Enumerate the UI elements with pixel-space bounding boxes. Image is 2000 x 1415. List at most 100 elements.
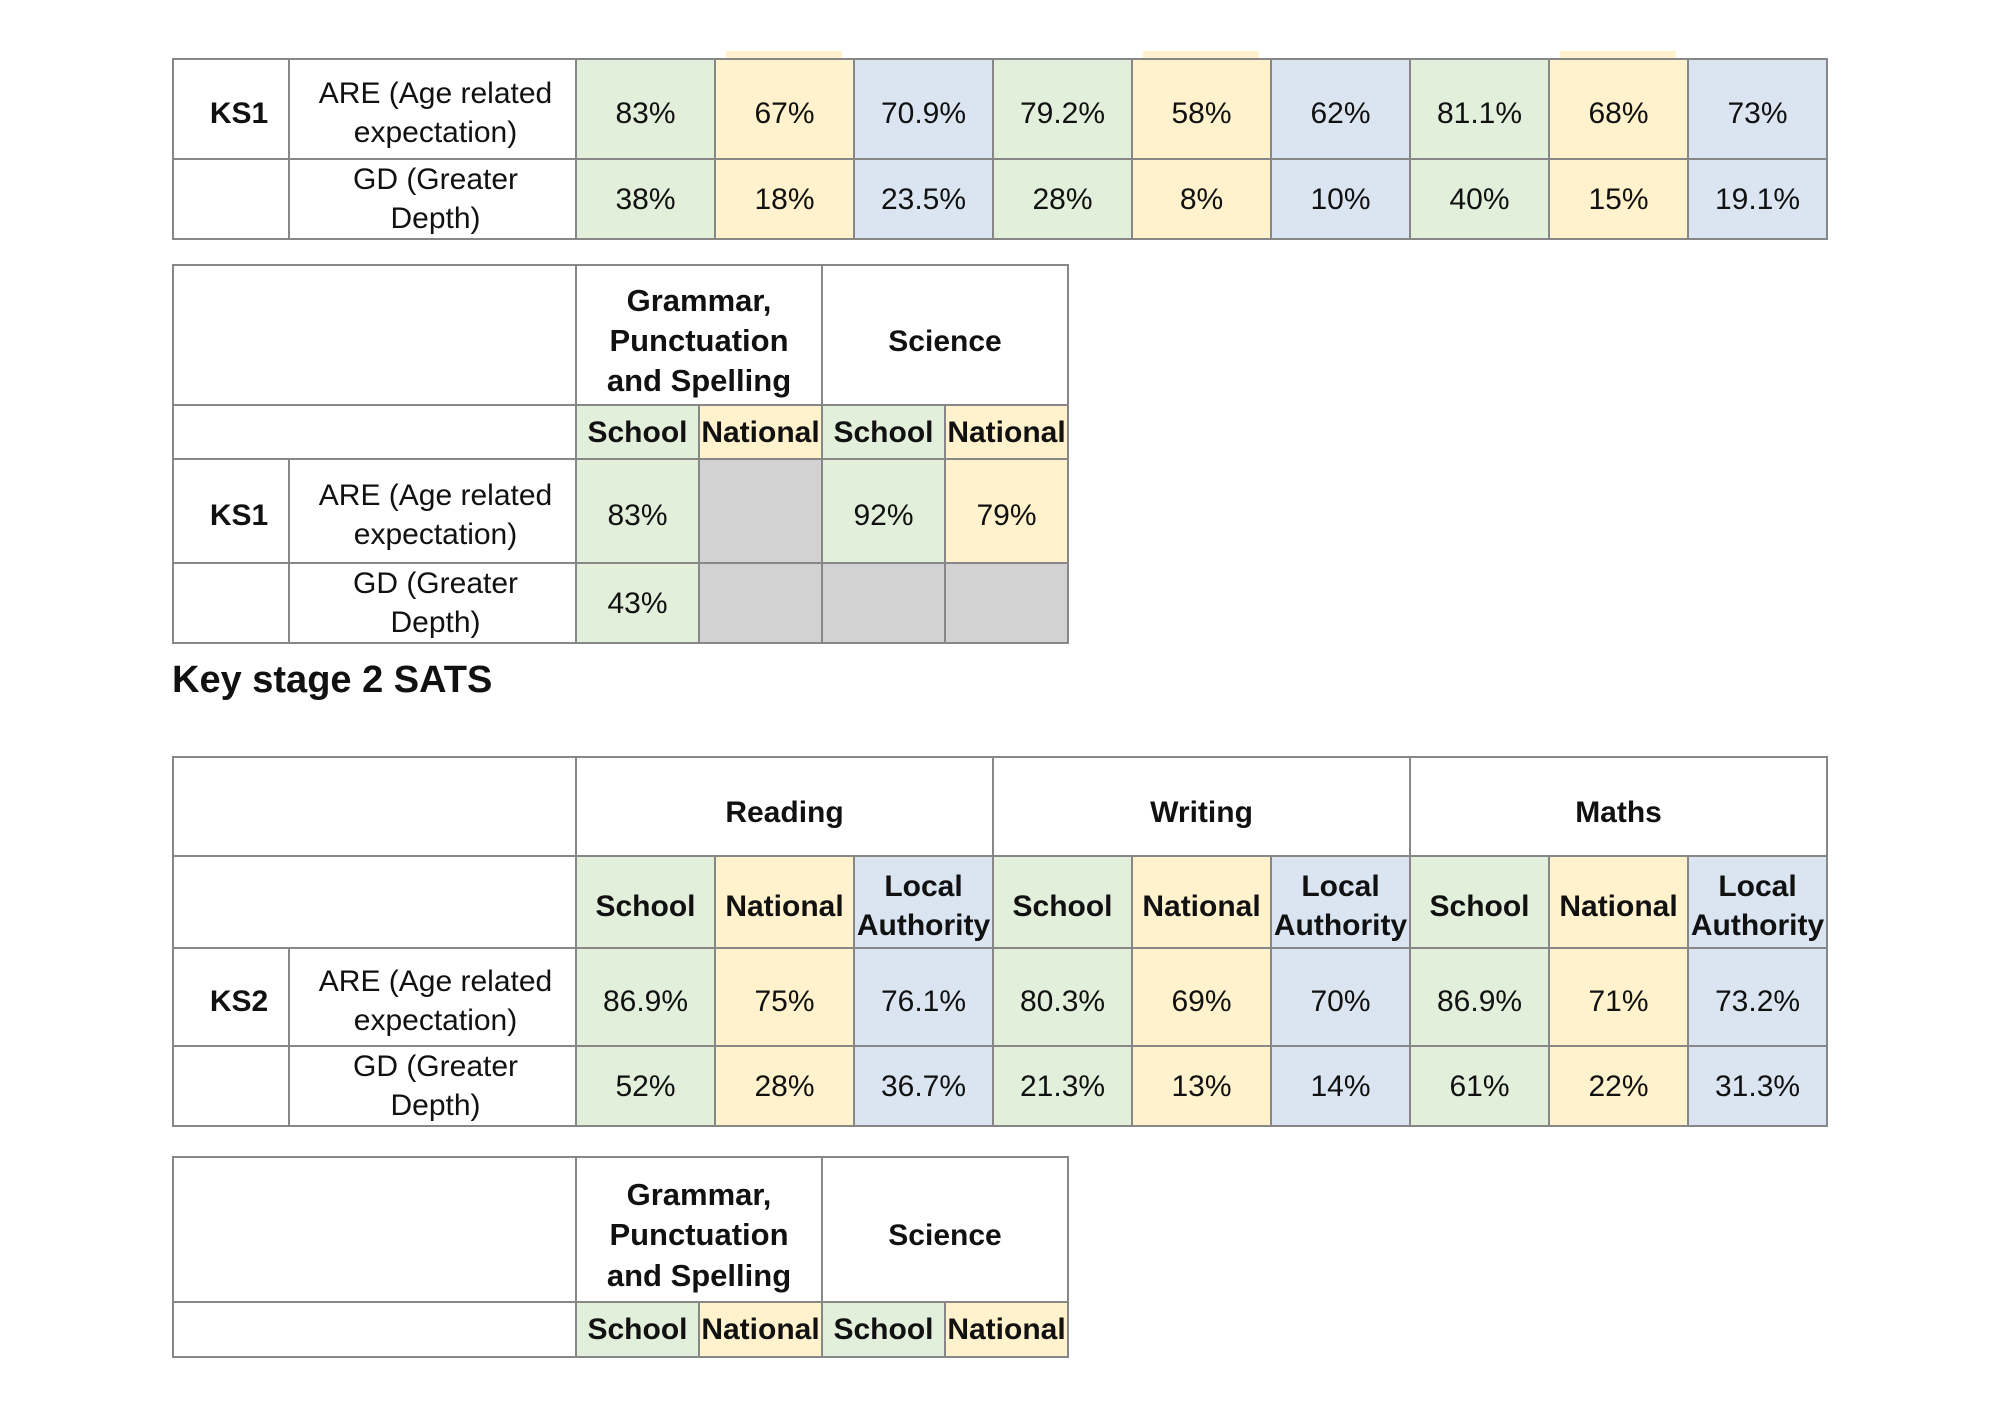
ks2-gps-science-table: Grammar, Punctuation and Spelling Scienc…: [172, 1156, 1070, 1358]
result-cell: 19.1%: [1687, 158, 1828, 240]
column-header-national: National: [943, 404, 1070, 460]
column-header-school: School: [575, 404, 700, 460]
result-cell: 38%: [575, 158, 716, 240]
result-cell: 18%: [714, 158, 855, 240]
column-header-national: National: [714, 855, 855, 949]
empty-cell: [698, 458, 823, 564]
empty-cell: [943, 562, 1070, 644]
result-cell: 69%: [1131, 947, 1273, 1047]
result-cell: 40%: [1409, 158, 1550, 240]
subject-header-maths: Maths: [1409, 756, 1829, 857]
result-cell: 70.9%: [853, 58, 994, 160]
table-row: School National Local Authority School N…: [172, 855, 1829, 949]
result-cell: 28%: [714, 1045, 855, 1127]
result-cell: 73.2%: [1687, 947, 1829, 1047]
row-label-are: ARE (Age related expectation): [288, 947, 577, 1047]
blank-cell: [172, 1301, 577, 1358]
blank-cell: [172, 1156, 577, 1303]
row-label-gd: GD (Greater Depth): [288, 1045, 577, 1127]
result-cell: 36.7%: [852, 1045, 995, 1127]
result-cell: 43%: [575, 562, 700, 644]
empty-cell: [698, 562, 823, 644]
column-header-school: School: [992, 855, 1134, 949]
column-header-school: School: [821, 1301, 946, 1358]
table-row: Grammar, Punctuation and Spelling Scienc…: [172, 264, 1070, 406]
column-header-school: School: [1409, 855, 1551, 949]
column-header-national: National: [943, 1301, 1070, 1358]
blank-cell: [172, 264, 577, 406]
result-cell: 70%: [1270, 947, 1412, 1047]
blank-cell: [172, 1045, 290, 1127]
result-cell: 81.1%: [1409, 58, 1550, 160]
result-cell: 92%: [821, 458, 946, 564]
cropped-cell-remnant: [1143, 51, 1259, 58]
table-row: KS2 ARE (Age related expectation) 86.9% …: [172, 947, 1829, 1047]
result-cell: 28%: [992, 158, 1133, 240]
result-cell: 86.9%: [1409, 947, 1551, 1047]
result-cell: 67%: [714, 58, 855, 160]
result-cell: 13%: [1131, 1045, 1273, 1127]
stage-label: KS1: [172, 458, 290, 564]
subject-header-gps: Grammar, Punctuation and Spelling: [575, 1156, 823, 1303]
result-cell: 83%: [575, 458, 700, 564]
row-label-are: ARE (Age related expectation): [288, 58, 577, 160]
subject-header-science: Science: [820, 264, 1070, 406]
table-row: GD (Greater Depth) 38% 18% 23.5% 28% 8% …: [172, 158, 1828, 240]
stage-label: KS1: [172, 58, 290, 160]
result-cell: 73%: [1687, 58, 1828, 160]
row-label-are: ARE (Age related expectation): [288, 458, 577, 564]
table-row: GD (Greater Depth) 52% 28% 36.7% 21.3% 1…: [172, 1045, 1829, 1127]
result-cell: 14%: [1270, 1045, 1412, 1127]
section-heading: Key stage 2 SATS: [172, 659, 493, 701]
table-row: GD (Greater Depth) 43%: [172, 562, 1070, 644]
result-cell: 75%: [714, 947, 855, 1047]
result-cell: 86.9%: [575, 947, 716, 1047]
result-cell: 52%: [575, 1045, 716, 1127]
column-header-local-authority: Local Authority: [1687, 855, 1829, 949]
result-cell: 15%: [1548, 158, 1689, 240]
subject-header-writing: Writing: [992, 756, 1412, 857]
table-row: KS1 ARE (Age related expectation) 83% 67…: [172, 58, 1828, 160]
empty-cell: [821, 562, 946, 644]
column-header-national: National: [698, 404, 823, 460]
column-header-national: National: [1131, 855, 1273, 949]
column-header-national: National: [1548, 855, 1690, 949]
result-cell: 8%: [1131, 158, 1272, 240]
result-cell: 76.1%: [852, 947, 995, 1047]
table-row: Reading Writing Maths: [172, 756, 1829, 857]
result-cell: 31.3%: [1687, 1045, 1829, 1127]
cropped-cell-remnant: [1560, 51, 1676, 58]
result-cell: 22%: [1548, 1045, 1690, 1127]
stage-label: KS2: [172, 947, 290, 1047]
ks1-results-table: KS1 ARE (Age related expectation) 83% 67…: [172, 58, 1828, 240]
column-header-local-authority: Local Authority: [1270, 855, 1412, 949]
row-label-gd: GD (Greater Depth): [288, 562, 577, 644]
blank-cell: [172, 404, 577, 460]
result-cell: 58%: [1131, 58, 1272, 160]
column-header-school: School: [575, 1301, 700, 1358]
ks2-results-table: Reading Writing Maths School National Lo…: [172, 756, 1829, 1127]
column-header-local-authority: Local Authority: [852, 855, 995, 949]
subject-header-gps: Grammar, Punctuation and Spelling: [575, 264, 823, 406]
result-cell: 83%: [575, 58, 716, 160]
table-row: School National School National: [172, 1301, 1070, 1358]
result-cell: 79.2%: [992, 58, 1133, 160]
table-row: KS1 ARE (Age related expectation) 83% 92…: [172, 458, 1070, 564]
result-cell: 10%: [1270, 158, 1411, 240]
column-header-national: National: [698, 1301, 823, 1358]
table-row: School National School National: [172, 404, 1070, 460]
table-row: Grammar, Punctuation and Spelling Scienc…: [172, 1156, 1070, 1303]
subject-header-science: Science: [820, 1156, 1070, 1303]
result-cell: 21.3%: [992, 1045, 1134, 1127]
result-cell: 61%: [1409, 1045, 1551, 1127]
blank-cell: [172, 562, 290, 644]
row-label-gd: GD (Greater Depth): [288, 158, 577, 240]
blank-cell: [172, 158, 290, 240]
ks1-gps-science-table: Grammar, Punctuation and Spelling Scienc…: [172, 264, 1070, 644]
result-cell: 68%: [1548, 58, 1689, 160]
result-cell: 79%: [943, 458, 1070, 564]
subject-header-reading: Reading: [574, 756, 995, 857]
blank-cell: [172, 756, 577, 857]
column-header-school: School: [821, 404, 946, 460]
